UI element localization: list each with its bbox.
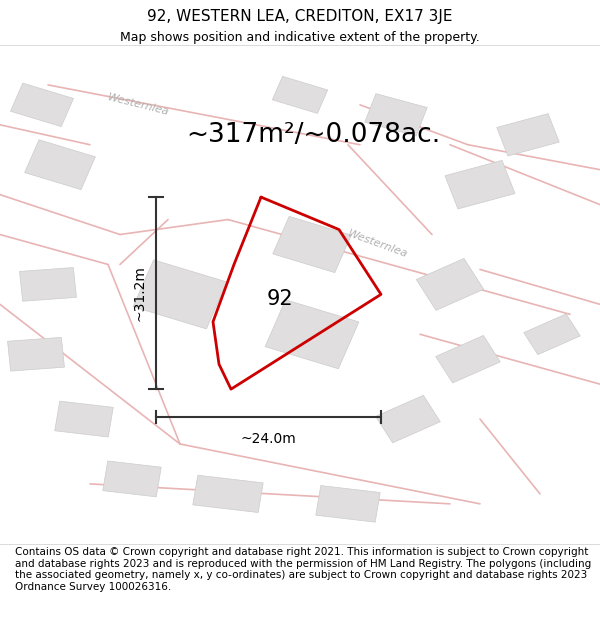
Text: ~31.2m: ~31.2m (132, 265, 146, 321)
Text: Map shows position and indicative extent of the property.: Map shows position and indicative extent… (120, 31, 480, 44)
Polygon shape (445, 161, 515, 209)
Text: Contains OS data © Crown copyright and database right 2021. This information is : Contains OS data © Crown copyright and d… (15, 547, 591, 592)
Polygon shape (416, 259, 484, 311)
Polygon shape (10, 83, 74, 127)
Text: ~24.0m: ~24.0m (241, 432, 296, 446)
Text: 92, WESTERN LEA, CREDITON, EX17 3JE: 92, WESTERN LEA, CREDITON, EX17 3JE (147, 9, 453, 24)
Polygon shape (524, 314, 580, 354)
Polygon shape (265, 300, 359, 369)
Polygon shape (497, 114, 559, 156)
Polygon shape (25, 140, 95, 189)
Text: ~317m²/~0.078ac.: ~317m²/~0.078ac. (186, 122, 440, 148)
Polygon shape (365, 94, 427, 136)
Polygon shape (436, 336, 500, 383)
Polygon shape (193, 475, 263, 512)
Text: Westernlea: Westernlea (347, 229, 409, 260)
Polygon shape (55, 401, 113, 437)
Polygon shape (8, 338, 64, 371)
Polygon shape (133, 260, 227, 329)
Polygon shape (273, 216, 351, 272)
Text: Westernlea: Westernlea (106, 92, 170, 118)
Polygon shape (20, 268, 76, 301)
Polygon shape (316, 486, 380, 522)
Polygon shape (103, 461, 161, 497)
Polygon shape (272, 76, 328, 113)
Text: 92: 92 (267, 289, 293, 309)
Polygon shape (376, 396, 440, 442)
